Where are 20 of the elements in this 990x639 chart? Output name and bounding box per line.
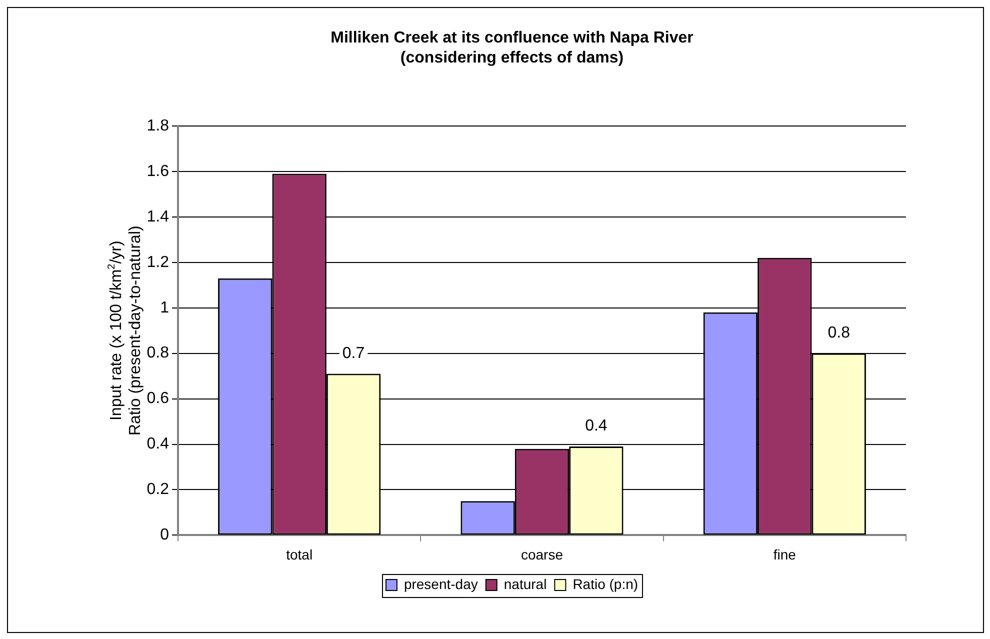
x-tick-label: fine	[773, 546, 796, 562]
data-label: 0.7	[342, 344, 365, 362]
legend-label: Ratio (p:n)	[572, 576, 638, 592]
y-tick-label: 0.8	[146, 344, 170, 362]
y-tick-label: 1	[160, 299, 170, 316]
x-tick-label: total	[286, 546, 313, 562]
legend-label: present-day	[404, 576, 478, 592]
y-tick-label: 0	[160, 526, 170, 544]
y-tick-label: 0.6	[146, 390, 170, 408]
y-tick-label: 1.4	[146, 208, 170, 226]
y-tick-label: 1.6	[146, 162, 170, 180]
y-tick-label: 0.2	[146, 481, 170, 498]
data-label: 0.4	[585, 418, 608, 435]
data-label: 0.8	[828, 324, 850, 342]
y-tick-label: 0.4	[146, 436, 170, 453]
y-tick-label: 1.8	[146, 117, 170, 134]
y-tick-label: 1.2	[146, 254, 170, 271]
legend-label: natural	[504, 576, 547, 592]
x-tick-label: coarse	[520, 546, 564, 562]
chart-title: Milliken Creek at its confluence with Napa River (considering effects of dams)	[330, 29, 694, 66]
